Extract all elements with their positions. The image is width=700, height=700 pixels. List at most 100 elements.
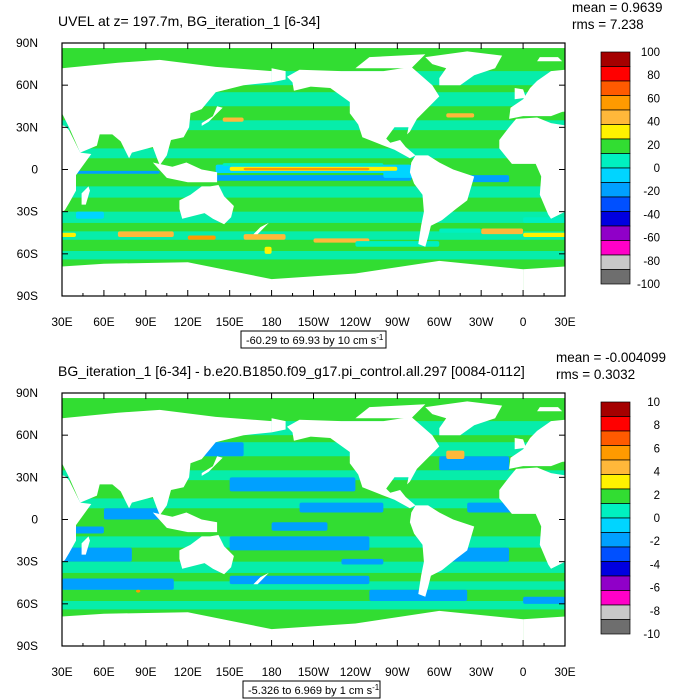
colorbar-swatch [600, 51, 631, 67]
zonal-band [62, 581, 565, 590]
land-africa [499, 117, 565, 219]
land-madagascar [81, 536, 90, 555]
field-patch [117, 231, 174, 237]
field-patch [313, 238, 370, 243]
range-label-2: -5.326 to 6.969 by 1 cm s-1 [242, 680, 381, 699]
colorbar-label: 80 [647, 70, 660, 82]
x-tick-label: 30E [51, 665, 72, 679]
zonal-band [62, 470, 565, 481]
colorbar-swatch [600, 66, 631, 82]
panel-1-mean: mean = 0.9639 [572, 0, 662, 15]
x-tick-label: 30W [469, 315, 494, 329]
zonal-band [62, 251, 565, 260]
field-patch [691, 236, 700, 240]
colorbar-label: 60 [647, 93, 660, 105]
field-patch [0, 456, 6, 470]
colorbar-swatch [600, 517, 631, 533]
colorbar-label: -100 [637, 279, 660, 291]
colorbar-swatch [600, 269, 631, 285]
colorbar-swatch [600, 211, 631, 227]
land-uk [514, 438, 526, 450]
field-patch [446, 113, 475, 118]
panel-2-mean: mean = -0.004099 [556, 350, 666, 365]
land-asia [565, 410, 700, 515]
zonal-band [62, 231, 565, 240]
land-africa [62, 125, 92, 212]
colorbar-swatch [600, 590, 631, 606]
land-asia [62, 59, 272, 166]
land-indonesia [152, 162, 218, 183]
svg-text:-60.29 to 69.93 by 10 cm s-1: -60.29 to 69.93 by 10 cm s-1 [246, 333, 384, 347]
field-patch [369, 589, 468, 602]
colorbar-swatch [600, 445, 631, 461]
x-tick-label: 90W [385, 315, 410, 329]
land-africa [499, 467, 565, 569]
plot-area [0, 393, 700, 646]
colorbar-label: 10 [647, 397, 660, 409]
land-svalbard [34, 407, 59, 411]
zonal-band [62, 601, 565, 610]
colorbar-label: 6 [654, 443, 660, 455]
x-tick-label: 180 [262, 665, 282, 679]
land-s-america [409, 155, 475, 247]
y-tick-label: 30S [17, 205, 38, 219]
land-arctic-east [271, 68, 286, 83]
colorbar-label: -40 [643, 209, 660, 221]
land-australia [179, 535, 234, 575]
field-patch [243, 167, 370, 171]
field-patch [0, 175, 6, 182]
x-tick-label: 60E [93, 315, 114, 329]
land-greenland [425, 51, 503, 86]
land-s-america [409, 505, 475, 597]
x-tick-label: 60W [427, 665, 452, 679]
colorbar-label: 40 [647, 117, 660, 129]
svg-text:-5.326 to 6.969 by 1 cm s-1: -5.326 to 6.969 by 1 cm s-1 [248, 683, 380, 697]
colorbar-swatch [600, 401, 631, 417]
x-tick-label: 30E [554, 665, 575, 679]
x-tick-label: 120E [174, 315, 202, 329]
y-tick-label: 90S [17, 639, 38, 653]
y-tick-label: 90N [16, 36, 38, 50]
field-patch [446, 450, 465, 460]
colorbar-swatch [600, 503, 631, 519]
y-tick-label: 30N [16, 470, 38, 484]
field-patch [103, 508, 160, 520]
field-patch [691, 442, 700, 456]
field-patch [439, 456, 510, 471]
zonal-band [62, 186, 565, 198]
field-patch [355, 241, 440, 247]
colorbar-swatch [600, 532, 631, 548]
field-patch [439, 228, 482, 233]
field-patch [0, 503, 20, 513]
land-japan [201, 106, 223, 126]
field-patch [62, 547, 132, 562]
x-tick-label: 150E [216, 665, 244, 679]
x-tick-label: 60W [427, 315, 452, 329]
field-patch [523, 596, 565, 604]
colorbar-swatch [600, 575, 631, 591]
field-patch [75, 211, 104, 219]
y-tick-label: 60N [16, 428, 38, 442]
field-patch [229, 477, 356, 492]
colorbar-label: 2 [654, 490, 660, 502]
land-greenland [425, 401, 503, 436]
colorbar-label: -6 [650, 583, 660, 595]
land-canada-islands [355, 54, 426, 69]
land-madagascar [585, 186, 593, 204]
land-arctic-east [271, 418, 286, 433]
colorbar-label: -10 [643, 629, 660, 641]
range-label-1-text: -60.29 to 69.93 by 10 cm s [246, 335, 377, 347]
field-patch [341, 558, 384, 565]
land-africa [62, 475, 92, 562]
field-patch [222, 163, 384, 166]
land-n-america [287, 66, 440, 159]
land-antarctica [62, 260, 524, 296]
y-tick-label: 0 [31, 513, 38, 527]
x-tick-label: 150W [298, 665, 330, 679]
land-indonesia [656, 163, 700, 183]
field-patch [229, 536, 370, 551]
colorbar-label: 0 [654, 163, 660, 175]
x-tick-label: 120W [340, 665, 372, 679]
zonal-band [62, 148, 565, 159]
